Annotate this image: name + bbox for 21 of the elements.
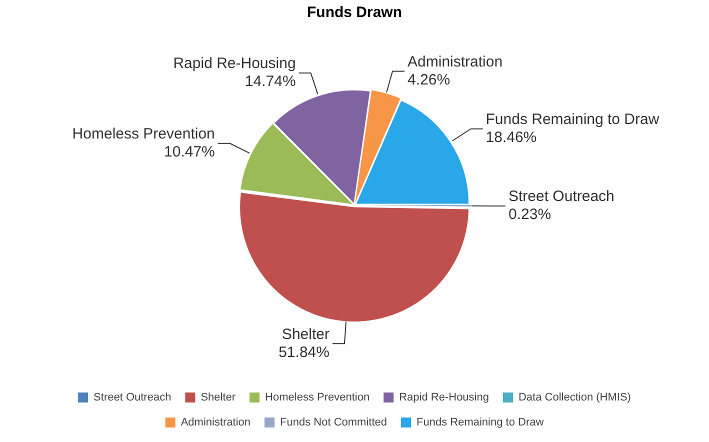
data-label: 51.84% (278, 344, 330, 361)
slice-label: Rapid Re-Housing (173, 55, 296, 72)
legend-label: Rapid Re-Housing (399, 392, 489, 404)
legend-label: Funds Not Committed (280, 416, 388, 429)
data-label: 0.23% (508, 206, 552, 224)
data-label: 10.47% (164, 144, 215, 161)
slice-label: Homeless Prevention (72, 126, 215, 143)
legend-label: Homeless Prevention (265, 392, 370, 404)
slice-label: Administration (408, 53, 503, 70)
slice-label: Funds Remaining to Draw (486, 110, 660, 128)
legend-label: Administration (180, 416, 251, 429)
data-label: 14.74% (244, 73, 296, 90)
legend-label: Funds Remaining to Draw (416, 416, 544, 429)
slice-label: Shelter (282, 326, 330, 343)
legend-label: Data Collection (HMIS) (518, 392, 631, 404)
legend-label: Shelter (200, 392, 236, 404)
data-label: 4.26% (408, 71, 450, 88)
slice-label: Street Outreach (508, 188, 614, 206)
chart-title: Funds Drawn (306, 4, 402, 22)
legend-label: Street Outreach (94, 392, 172, 404)
data-label: 18.46% (486, 128, 537, 146)
